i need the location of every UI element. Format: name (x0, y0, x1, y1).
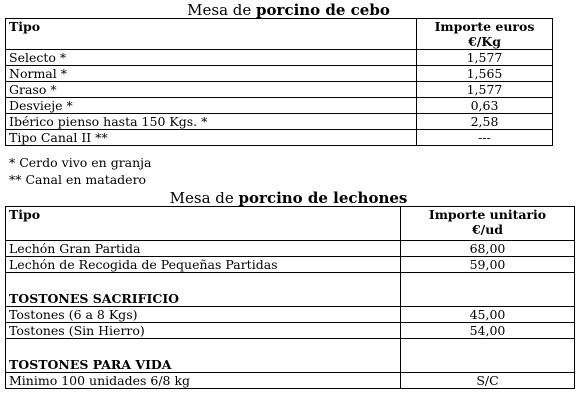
col-header-importe: Importe euros €/Kg (416, 18, 553, 50)
table-row: Tipo Canal II ** --- (5, 129, 553, 146)
col-header-importe: Importe unitario €/ud (400, 206, 575, 241)
section-vida: TOSTONES PARA VIDA (5, 338, 401, 373)
table-row: Lechón de Recogida de Pequeñas Partidas 5… (5, 256, 575, 273)
table-row: Desvieje * 0,63 (5, 97, 553, 114)
table-lechones: Tipo Importe unitario €/ud Lechón Gran Pa… (5, 206, 575, 389)
table-cebo: Tipo Importe euros €/Kg Selecto * 1,577 No… (5, 18, 553, 146)
caption-lechones: Mesa de porcino de lechones (169, 189, 408, 207)
table-row: Tostones (6 a 8 Kgs) 45,00 (5, 306, 575, 323)
table-header: Tipo Importe unitario €/ud (5, 206, 575, 241)
table-row: Ibérico pienso hasta 150 Kgs. * 2,58 (5, 113, 553, 130)
table-row: TOSTONES SACRIFICIO (5, 272, 575, 307)
caption-cebo: Mesa de porcino de cebo (187, 1, 390, 19)
col-header-tipo: Tipo (5, 18, 417, 50)
table-header: Tipo Importe euros €/Kg (5, 18, 553, 50)
table-row: Normal * 1,565 (5, 65, 553, 82)
section-sacrificio: TOSTONES SACRIFICIO (5, 272, 401, 307)
table-row: Lechón Gran Partida 68,00 (5, 240, 575, 257)
table-row: Selecto * 1,577 (5, 49, 553, 66)
table-row: TOSTONES PARA VIDA (5, 338, 575, 373)
table-row: Tostones (Sin Hierro) 54,00 (5, 322, 575, 339)
table-row: Graso * 1,577 (5, 81, 553, 98)
footnote-vivo: * Cerdo vivo en granja (9, 155, 152, 170)
col-header-tipo: Tipo (5, 206, 401, 241)
table-row: Minimo 100 unidades 6/8 kg S/C (5, 372, 575, 389)
footnote-canal: ** Canal en matadero (9, 172, 147, 187)
